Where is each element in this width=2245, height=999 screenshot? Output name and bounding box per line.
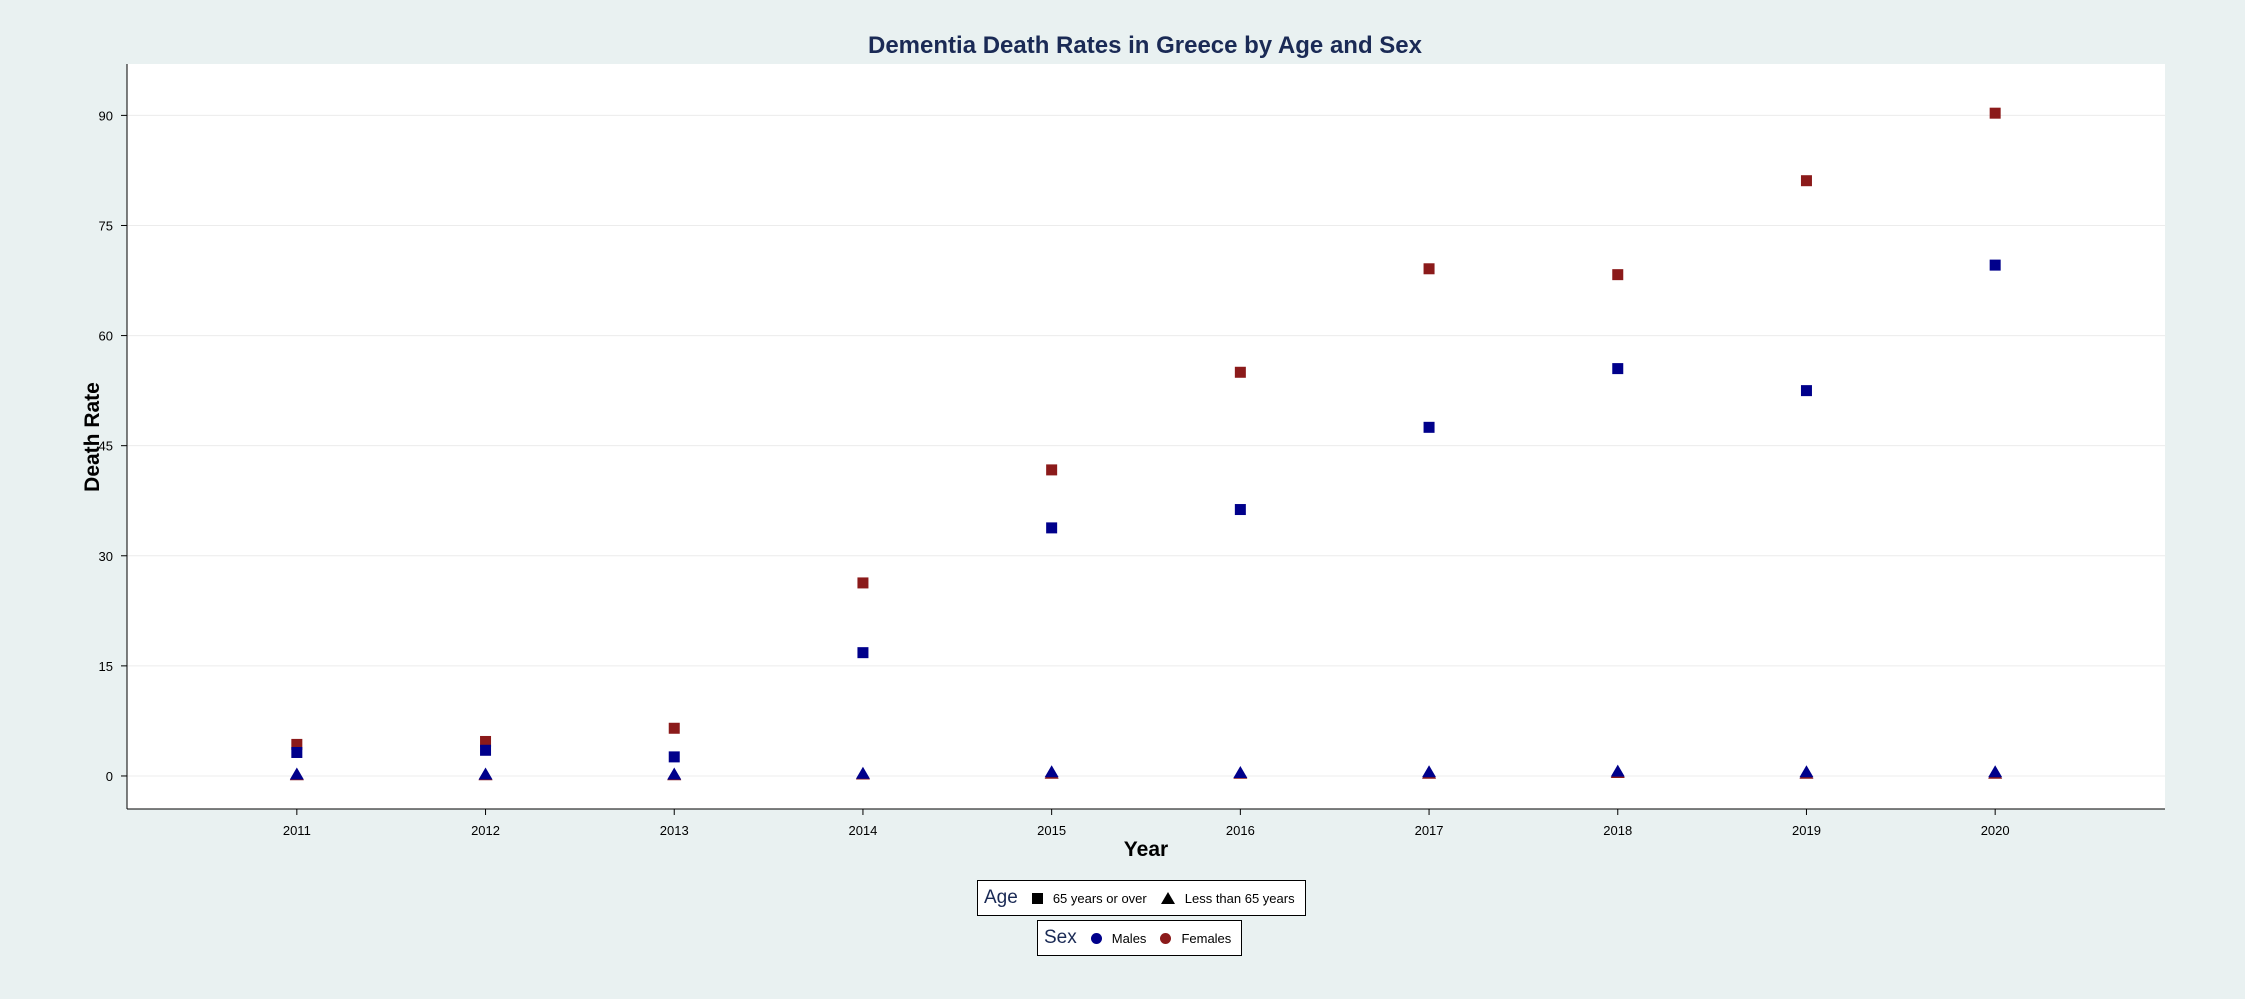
- data-point-square: [1234, 504, 1246, 516]
- legend-age: Age 65 years or over Less than 65 years: [977, 880, 1306, 916]
- data-point-triangle: [667, 767, 682, 780]
- y-tick-label: 15: [99, 659, 113, 674]
- x-axis-ticks: 2011 2012 2013 2014 2015 2016 2017 2018 2019 2020: [283, 809, 2010, 838]
- circle-marker-icon: [1090, 932, 1102, 944]
- x-tick-label: 2012: [471, 823, 500, 838]
- legend-item-males: Males: [1090, 930, 1147, 946]
- x-tick-label: 2013: [660, 823, 689, 838]
- y-tick-label: 90: [99, 108, 113, 123]
- legend-sex-title: Sex: [1044, 927, 1077, 948]
- data-point-triangle: [289, 767, 304, 780]
- chart-title: Dementia Death Rates in Greece by Age an…: [868, 32, 1423, 59]
- data-point-square: [1046, 464, 1058, 476]
- legend-age-title: Age: [984, 887, 1018, 908]
- data-point-square: [291, 738, 303, 750]
- gridlines: [127, 114, 2165, 777]
- y-tick-label: 60: [99, 329, 113, 344]
- triangle-marker-icon: [1160, 892, 1175, 904]
- legend-item-label: Less than 65 years: [1184, 890, 1295, 906]
- data-point-square: [1989, 107, 2001, 119]
- data-point-triangle: [1610, 764, 1625, 777]
- data-point-square: [668, 722, 680, 734]
- data-point-square: [1800, 175, 1812, 187]
- data-point-square: [857, 647, 869, 659]
- data-point-square: [291, 746, 303, 758]
- legend-item-label: Females: [1181, 930, 1232, 946]
- plot-area: [127, 64, 2165, 809]
- data-point-triangle: [1988, 765, 2003, 778]
- legend-item-label: 65 years or over: [1052, 890, 1147, 906]
- data-point-square: [1234, 366, 1246, 378]
- data-point-square: [1800, 385, 1812, 397]
- data-point-square: [857, 577, 869, 589]
- legend-item-label: Males: [1111, 930, 1147, 946]
- x-tick-label: 2017: [1415, 823, 1444, 838]
- legend-item-65-plus: 65 years or over: [1031, 890, 1147, 906]
- data-point-square: [1423, 421, 1435, 433]
- data-point-triangle: [855, 766, 870, 779]
- y-axis-ticks: 0 15 30 45 60 75 90: [99, 108, 127, 784]
- data-point-triangle: [478, 767, 493, 780]
- data-point-square: [1046, 522, 1058, 534]
- legend-sex: Sex Males Females: [1037, 920, 1243, 956]
- data-points: [289, 107, 2003, 781]
- legend-item-females: Females: [1160, 931, 1231, 946]
- data-point-square: [480, 744, 492, 756]
- x-tick-label: 2011: [283, 823, 311, 838]
- circle-marker-icon: [1160, 932, 1172, 944]
- data-point-triangle: [1233, 766, 1248, 779]
- y-tick-label: 30: [99, 549, 113, 564]
- data-point-square: [668, 751, 680, 763]
- x-tick-label: 2015: [1037, 823, 1066, 838]
- data-point-triangle: [1422, 765, 1437, 778]
- legend-item-under-65: Less than 65 years: [1160, 890, 1295, 906]
- y-axis-label: Death Rate: [81, 382, 104, 492]
- x-tick-label: 2018: [1603, 823, 1632, 838]
- data-point-triangle: [1799, 765, 1814, 778]
- x-axis-label: Year: [1124, 838, 1168, 861]
- y-tick-label: 75: [99, 218, 113, 233]
- data-point-triangle: [1044, 765, 1059, 778]
- data-point-square: [1989, 259, 2001, 271]
- data-point-square: [480, 735, 492, 747]
- data-point-square: [1612, 363, 1624, 375]
- data-point-square: [1612, 269, 1624, 281]
- data-point-square: [1423, 263, 1435, 275]
- x-tick-label: 2014: [848, 823, 877, 838]
- square-marker-icon: [1031, 892, 1043, 904]
- y-tick-label: 0: [106, 769, 113, 784]
- x-tick-label: 2020: [1981, 823, 2010, 838]
- x-tick-label: 2016: [1226, 823, 1255, 838]
- x-tick-label: 2019: [1792, 823, 1821, 838]
- y-tick-label: 45: [99, 439, 113, 454]
